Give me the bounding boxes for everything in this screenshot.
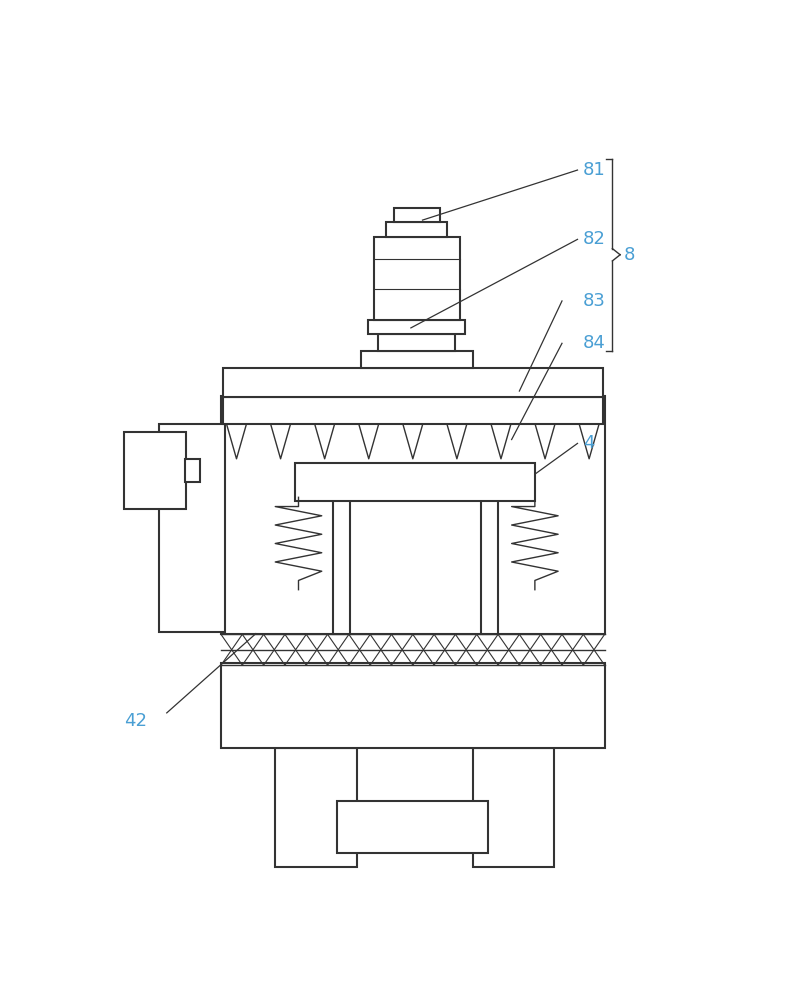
- Bar: [394, 208, 441, 222]
- Text: 81: 81: [583, 161, 606, 179]
- Text: 82: 82: [583, 230, 606, 248]
- Bar: [333, 492, 350, 634]
- Text: 8: 8: [624, 246, 635, 264]
- Bar: [275, 748, 357, 867]
- Text: 84: 84: [583, 334, 606, 352]
- Bar: [378, 334, 455, 351]
- Text: 42: 42: [124, 712, 147, 730]
- Bar: [221, 663, 604, 748]
- Text: 4: 4: [583, 434, 595, 452]
- Bar: [481, 492, 498, 634]
- Bar: [361, 351, 473, 368]
- Text: 83: 83: [583, 292, 606, 310]
- Bar: [473, 748, 554, 867]
- Bar: [124, 432, 186, 509]
- Bar: [224, 368, 603, 397]
- Bar: [368, 320, 465, 334]
- Bar: [374, 237, 460, 320]
- Bar: [224, 397, 603, 424]
- Bar: [221, 396, 604, 634]
- Bar: [159, 424, 225, 632]
- Bar: [295, 463, 535, 501]
- Bar: [386, 222, 447, 237]
- Bar: [185, 459, 200, 482]
- Bar: [337, 801, 488, 853]
